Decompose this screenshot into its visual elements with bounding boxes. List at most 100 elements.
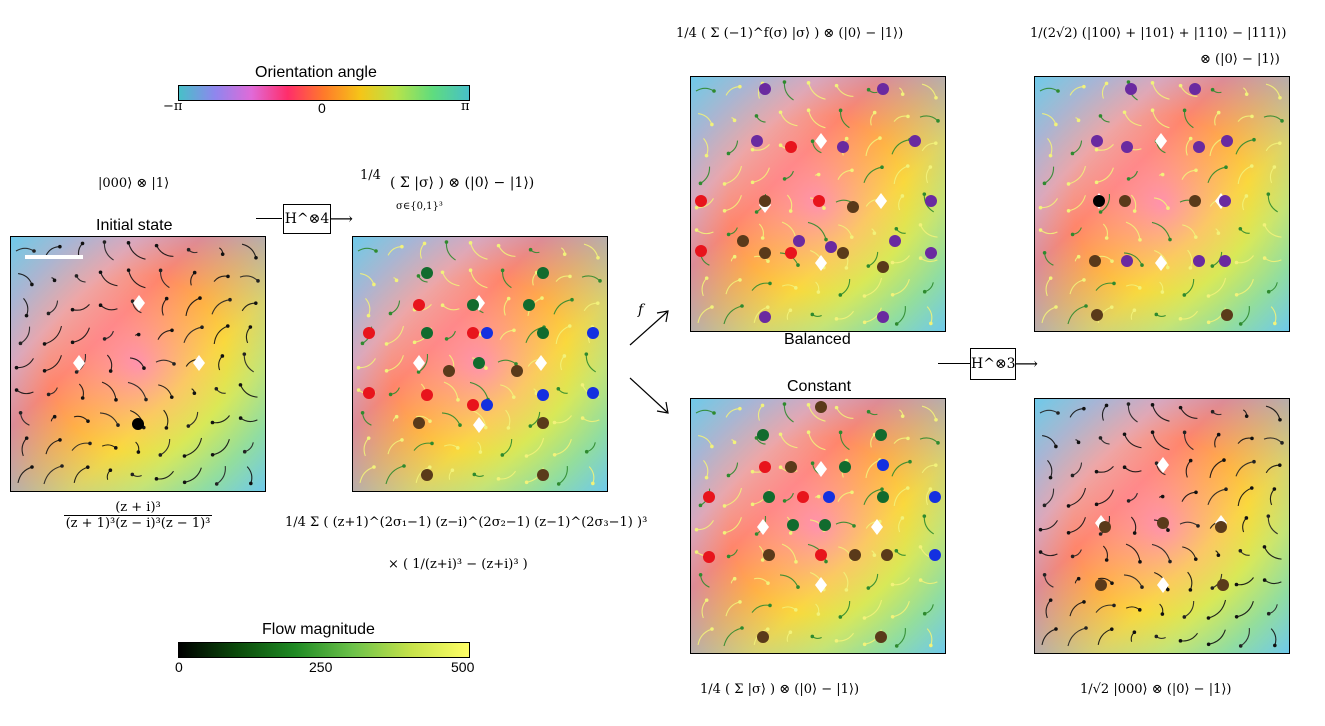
pole-marker-green (819, 519, 831, 531)
constant-result-panel (1034, 398, 1290, 654)
pole-marker-blue (537, 389, 549, 401)
constant-label: Constant (787, 378, 852, 395)
pole-marker-red (695, 195, 707, 207)
pole-marker-purple (889, 235, 901, 247)
h4-arrow-right: ⟶ (330, 209, 353, 228)
pole-marker-green (473, 357, 485, 369)
pole-marker-brown (757, 631, 769, 643)
pole-marker-brown (849, 549, 861, 561)
pole-marker-purple (825, 241, 837, 253)
pole-marker-blue (877, 459, 889, 471)
pole-marker-purple (1221, 135, 1233, 147)
balanced-result-panel (1034, 76, 1290, 332)
pole-marker-brown (785, 461, 797, 473)
pole-marker-purple (1219, 255, 1231, 267)
pole-marker-green (421, 267, 433, 279)
pole-marker-blue (481, 399, 493, 411)
pole-marker-brown (511, 365, 523, 377)
pole-marker-brown (759, 247, 771, 259)
pole-marker-red (759, 461, 771, 473)
pole-marker-purple (759, 311, 771, 323)
balanced-result-top-line2: ⊗ (|0⟩ − |1⟩) (1200, 52, 1280, 67)
pole-marker-brown (1119, 195, 1131, 207)
pole-marker-red (785, 247, 797, 259)
h4-operator-box: H^⊗4 (283, 204, 331, 234)
pole-marker-brown (1089, 255, 1101, 267)
h3-operator-box: H^⊗3 (970, 348, 1016, 380)
pole-marker-purple (1193, 255, 1205, 267)
h3-arrow-right: ⟶ (1015, 354, 1038, 373)
magnitude-tick-500: 500 (451, 659, 475, 675)
pole-marker-purple (877, 83, 889, 95)
pole-marker-green (787, 519, 799, 531)
pole-marker-black (1093, 195, 1105, 207)
magnitude-colorbar (178, 642, 470, 658)
pole-marker-brown (815, 401, 827, 413)
orientation-tick-min: −π (163, 99, 183, 114)
zero-diamond (871, 519, 883, 535)
orientation-tick-max: π (461, 99, 470, 114)
pole-marker-brown (847, 201, 859, 213)
pole-marker-blue (823, 491, 835, 503)
pole-marker-red (785, 141, 797, 153)
pole-marker-green (421, 327, 433, 339)
pole-marker-green (537, 267, 549, 279)
zero-diamond (1157, 457, 1169, 473)
pole-marker-purple (759, 83, 771, 95)
pole-marker-black (132, 418, 144, 430)
balanced-field (691, 77, 945, 331)
pole-marker-purple (1121, 141, 1133, 153)
orientation-colorbar-title: Orientation angle (255, 64, 377, 81)
initial-top-expr: |000⟩ ⊗ |1⟩ (98, 176, 170, 191)
constant-bottom-expr: 1/4 ( Σ |σ⟩ ) ⊗ (|0⟩ − |1⟩) (700, 682, 860, 697)
pole-marker-brown (875, 631, 887, 643)
zero-diamond (1155, 255, 1167, 271)
h4-arrow-left (256, 218, 282, 219)
pole-marker-brown (537, 417, 549, 429)
pole-marker-purple (793, 235, 805, 247)
pole-marker-blue (587, 327, 599, 339)
pole-marker-red (703, 491, 715, 503)
pole-marker-brown (537, 469, 549, 481)
balanced-panel (690, 76, 946, 332)
constant-result-bottom-expr: 1/√2 |000⟩ ⊗ (|0⟩ − |1⟩) (1080, 682, 1232, 697)
superposition-panel (352, 236, 608, 492)
pole-marker-red (413, 299, 425, 311)
pole-marker-green (467, 299, 479, 311)
pole-marker-purple (1091, 135, 1103, 147)
pole-marker-green (757, 429, 769, 441)
pole-marker-purple (909, 135, 921, 147)
superposition-bottom-line2: × ( 1/(z+i)³ − (z+i)³ ) (388, 557, 528, 572)
orientation-colorbar (178, 85, 470, 101)
superposition-bottom-line1: 1/4 Σ ( (z+1)^(2σ₁−1) (z−i)^(2σ₂−1) (z−1… (285, 515, 648, 530)
pole-marker-blue (587, 387, 599, 399)
zero-diamond (815, 461, 827, 477)
pole-marker-red (815, 549, 827, 561)
pole-marker-blue (481, 327, 493, 339)
scale-bar (25, 255, 83, 259)
zero-diamond (815, 133, 827, 149)
pole-marker-brown (1189, 195, 1201, 207)
pole-marker-red (363, 327, 375, 339)
pole-marker-brown (763, 549, 775, 561)
balanced-top-expr: 1/4 ( Σ (−1)^f(σ) |σ⟩ ) ⊗ (|0⟩ − |1⟩) (676, 26, 904, 41)
pole-marker-brown (759, 195, 771, 207)
pole-marker-green (877, 491, 889, 503)
pole-marker-red (363, 387, 375, 399)
pole-marker-purple (877, 311, 889, 323)
zero-diamond (535, 355, 547, 371)
orientation-tick-zero: 0 (318, 100, 326, 116)
zero-diamond (473, 417, 485, 433)
pole-marker-brown (881, 549, 893, 561)
pole-marker-brown (877, 261, 889, 273)
initial-state-panel (10, 236, 266, 492)
f-branch-arrows (629, 310, 669, 414)
pole-marker-red (703, 551, 715, 563)
pole-marker-brown (443, 365, 455, 377)
pole-marker-brown (1157, 517, 1169, 529)
pole-marker-brown (1091, 309, 1103, 321)
pole-marker-blue (929, 549, 941, 561)
pole-marker-red (813, 195, 825, 207)
zero-diamond (757, 519, 769, 535)
initial-bottom-denominator: (z + 1)³(z − i)³(z − 1)³ (65, 516, 211, 531)
